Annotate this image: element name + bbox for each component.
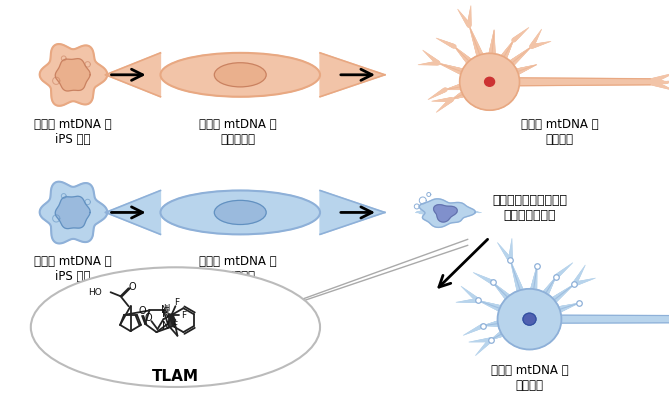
- Text: F: F: [172, 321, 177, 330]
- Ellipse shape: [160, 190, 320, 234]
- Text: O: O: [138, 306, 146, 316]
- Text: H: H: [163, 304, 170, 313]
- Text: F: F: [181, 311, 186, 320]
- Ellipse shape: [460, 53, 519, 110]
- Ellipse shape: [484, 77, 494, 86]
- Polygon shape: [419, 199, 475, 227]
- Ellipse shape: [523, 313, 536, 325]
- Text: 変異型 mtDNA の
iPS 細胞: 変異型 mtDNA の iPS 細胞: [34, 255, 111, 283]
- Polygon shape: [40, 44, 107, 106]
- Ellipse shape: [214, 200, 266, 224]
- Polygon shape: [40, 182, 107, 244]
- Ellipse shape: [160, 53, 320, 97]
- Text: 細胞死により神経細胞
に分化できない: 細胞死により神経細胞 に分化できない: [492, 194, 567, 222]
- Text: 変異型 mtDNA の
神経細胞: 変異型 mtDNA の 神経細胞: [490, 364, 568, 392]
- Text: O: O: [145, 313, 152, 323]
- Text: N: N: [162, 309, 170, 319]
- Polygon shape: [320, 53, 385, 97]
- Text: TLAM: TLAM: [152, 369, 199, 384]
- Text: HO: HO: [88, 288, 102, 297]
- Text: F: F: [174, 298, 179, 307]
- Ellipse shape: [31, 267, 320, 387]
- Text: N: N: [162, 321, 170, 331]
- Polygon shape: [106, 53, 160, 97]
- Polygon shape: [555, 315, 670, 323]
- Text: 野生型 mtDNA の
神経細胞: 野生型 mtDNA の 神経細胞: [521, 118, 598, 146]
- Polygon shape: [55, 196, 90, 229]
- Text: 変異型 mtDNA の
神経幹細胞: 変異型 mtDNA の 神経幹細胞: [200, 255, 277, 283]
- Polygon shape: [433, 205, 457, 222]
- Text: O: O: [129, 282, 137, 292]
- Ellipse shape: [498, 289, 561, 350]
- Text: N: N: [161, 306, 168, 316]
- Polygon shape: [511, 78, 650, 86]
- Text: 野生型 mtDNA の
神経幹細胞: 野生型 mtDNA の 神経幹細胞: [200, 118, 277, 146]
- Ellipse shape: [214, 63, 266, 87]
- Polygon shape: [55, 59, 90, 91]
- Polygon shape: [106, 190, 160, 234]
- Text: 野生型 mtDNA の
iPS 細胞: 野生型 mtDNA の iPS 細胞: [34, 118, 111, 146]
- Polygon shape: [320, 190, 385, 234]
